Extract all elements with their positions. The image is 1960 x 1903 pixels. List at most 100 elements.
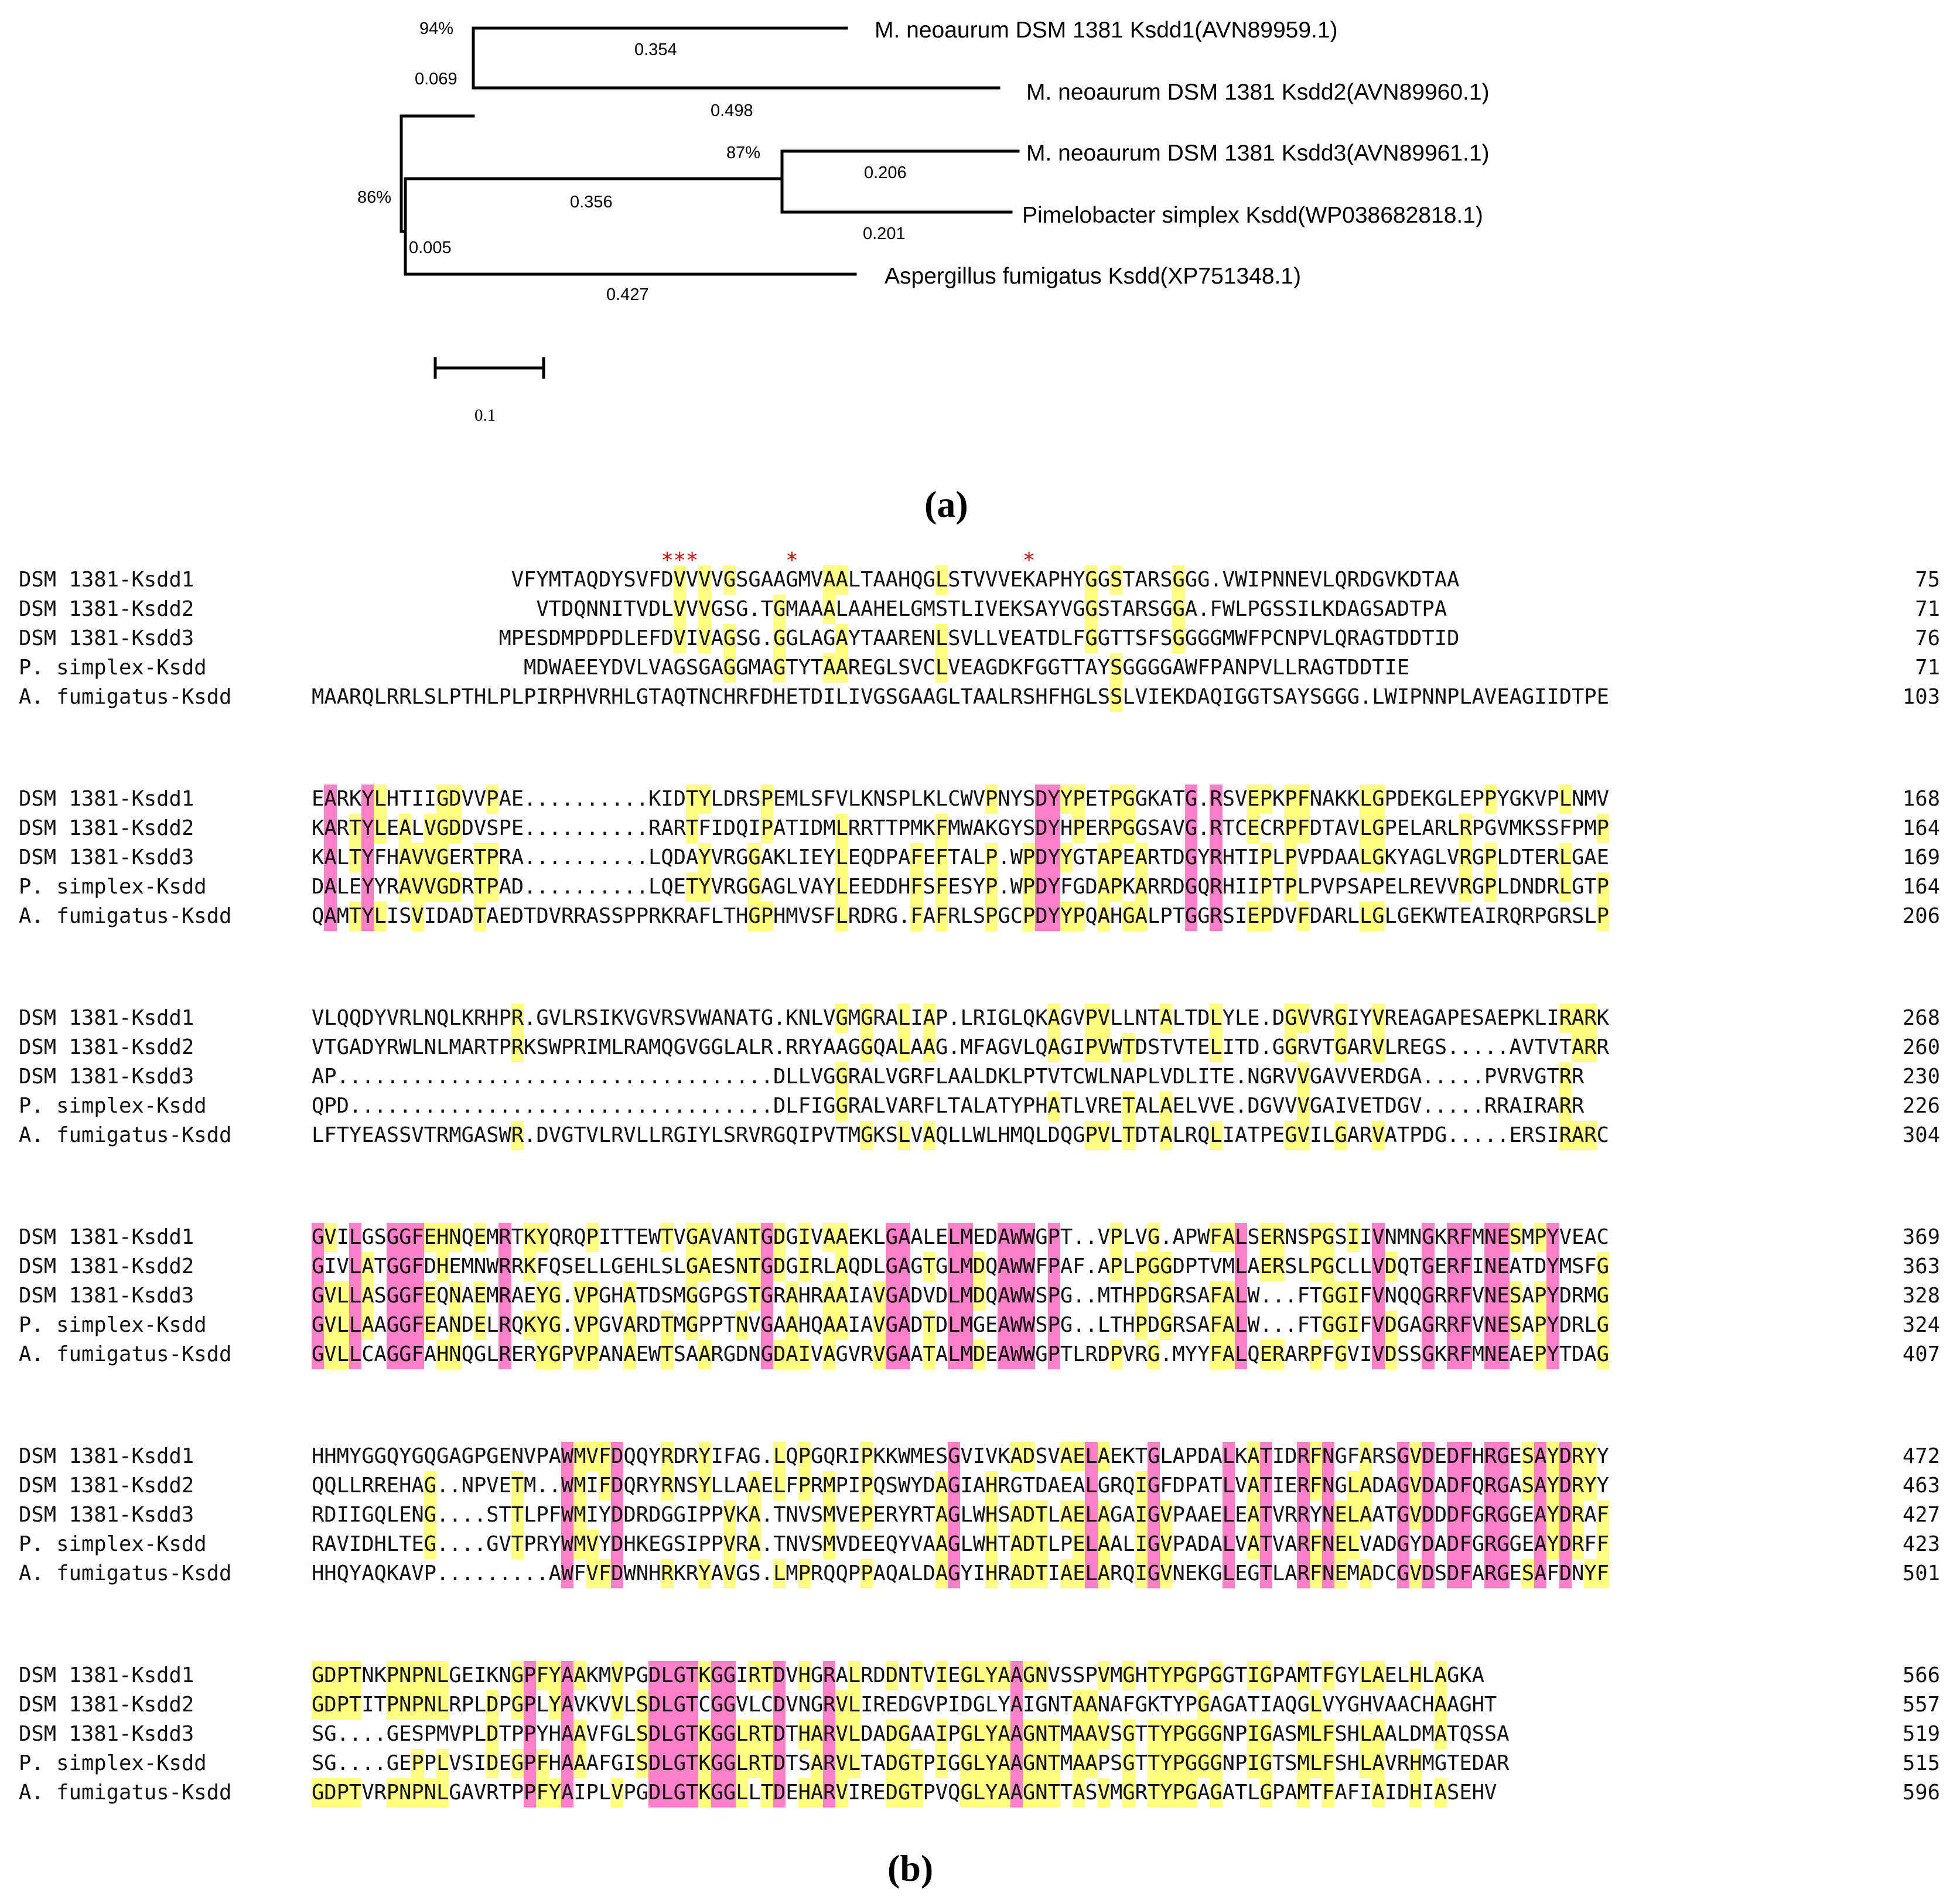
sequence-alignment: DSM 1381-Ksdd1 VFYMTAQDYSVFDVVVVGSGAAGMV… <box>19 565 1940 1880</box>
alignment-row: P. simplex-Ksdd MDWAEEYDVLVAGSGAGGMAGTYT… <box>19 653 1940 683</box>
alignment-row: A. fumigatus-Ksdd MAARQLRRLSLPTHLPLPIRPHV… <box>19 683 1940 712</box>
sequence-name: DSM 1381-Ksdd3 <box>19 1722 194 1746</box>
branch-length-pimelobacter: 0.201 <box>863 224 906 243</box>
alignment-row: P. simplex-Ksdd RAVIDHLTEG....GVTPRYWMVYD… <box>19 1530 1940 1559</box>
sequence-name: DSM 1381-Ksdd1 <box>19 1225 194 1249</box>
sequence-residues: HHMYGGQYGQGAGPGENVPAWMVFDQQYRDRYIFAG.LQP… <box>312 1442 1858 1471</box>
alignment-row: A. fumigatus-Ksdd GVLLCAGGFAHNQGLRERYGPVP… <box>19 1340 1940 1369</box>
alignment-row: A. fumigatus-Ksdd LFTYEASSVTRMGASWR.DVGTV… <box>19 1121 1940 1150</box>
alignment-row: DSM 1381-Ksdd1 HHMYGGQYGQGAGPGENVPAWMVFDQ… <box>19 1442 1940 1471</box>
sequence-residues: RAVIDHLTEG....GVTPRYWMVYDHKEGSIPPVRA.TNV… <box>312 1530 1858 1559</box>
sequence-residues: QQLLRREHAG..NPVETM..WMIFDQRYRNSYLLAAELFP… <box>312 1471 1858 1500</box>
alignment-block: DSM 1381-Ksdd1 EARKYLHTIIGDVVPAE.........… <box>19 785 1940 931</box>
sequence-end-position: 75 <box>1915 568 1940 592</box>
taxon-pimelobacter: Pimelobacter simplex Ksdd(WP038682818.1) <box>1022 203 1483 228</box>
sequence-end-position: 596 <box>1902 1781 1940 1805</box>
bootstrap-ksdd1-ksdd2: 94% <box>419 19 453 38</box>
alignment-row: DSM 1381-Ksdd2 VTDQNNITVDLVVVGSG.TGMAAAL… <box>19 595 1940 624</box>
bootstrap-lower-clade: 86% <box>357 188 391 207</box>
sequence-residues: QPD..................................DLF… <box>312 1092 1858 1121</box>
alignment-row: A. fumigatus-Ksdd QAMTYLISVIDADTAEDTDVRRA… <box>19 902 1940 931</box>
branch-length-clade-ksdd1-ksdd2: 0.069 <box>415 70 457 88</box>
sequence-residues: HHQYAQKAVP.........AWFVFDWNHRKRYAVGS.LMP… <box>312 1559 1858 1588</box>
sequence-residues: GIVLATGGFDHEMNWRRKFQSELLGEHLSLGAESNTGDGI… <box>312 1252 1858 1281</box>
sequence-end-position: 230 <box>1902 1065 1940 1089</box>
sequence-end-position: 76 <box>1915 626 1940 650</box>
alignment-row: DSM 1381-Ksdd2 GIVLATGGFDHEMNWRRKFQSELLGE… <box>19 1252 1940 1281</box>
sequence-name: DSM 1381-Ksdd3 <box>19 1065 194 1089</box>
sequence-end-position: 515 <box>1902 1751 1940 1775</box>
sequence-residues: MPESDMPDPDLEFDVIVAGSG.GGLAGAYTAARENLSVLL… <box>312 624 1858 653</box>
sequence-name: P. simplex-Ksdd <box>19 1313 207 1337</box>
sequence-end-position: 324 <box>1902 1313 1940 1337</box>
conserved-star: * <box>661 548 674 572</box>
sequence-name: A. fumigatus-Ksdd <box>19 904 232 928</box>
sequence-name: P. simplex-Ksdd <box>19 1751 207 1775</box>
sequence-residues: DALEYYRAVVGDRTPAD..........LQETYVRGGAGLV… <box>312 872 1858 902</box>
sequence-end-position: 164 <box>1902 816 1940 840</box>
sequence-name: A. fumigatus-Ksdd <box>19 1561 232 1585</box>
sequence-name: P. simplex-Ksdd <box>19 875 207 899</box>
conserved-star: * <box>1022 548 1036 572</box>
alignment-row: DSM 1381-Ksdd3 KALTYFHAVVGERTPRA.........… <box>19 843 1940 872</box>
sequence-name: A. fumigatus-Ksdd <box>19 685 232 709</box>
sequence-end-position: 557 <box>1902 1693 1940 1717</box>
sequence-name: DSM 1381-Ksdd2 <box>19 1035 194 1059</box>
branch-length-clade-ksdd3-pimelobacter: 0.356 <box>570 193 613 212</box>
panel-label-a: (a) <box>924 483 968 525</box>
sequence-end-position: 268 <box>1902 1006 1940 1030</box>
branch-length-aspergillus: 0.427 <box>606 285 649 304</box>
sequence-residues: GVLLASGGFEQNAEMRAEYG.VPGHATDSMGGPGSTGRAH… <box>312 1281 1858 1311</box>
alignment-row: A. fumigatus-Ksdd GDPTVRPNPNLGAVRTPPFYAIP… <box>19 1778 1940 1807</box>
sequence-residues: VLQQDYVRLNQLKRHPR.GVLRSIKVGVRSVWANATG.KN… <box>312 1004 1858 1033</box>
branch-length-ksdd2: 0.498 <box>711 101 753 120</box>
taxon-ksdd1: M. neoaurum DSM 1381 Ksdd1(AVN89959.1) <box>875 18 1338 43</box>
sequence-residues: VTGADYRWLNLMARTPRKSWPRIMLRAMQGVGGLALR.RR… <box>312 1033 1858 1062</box>
sequence-name: DSM 1381-Ksdd3 <box>19 845 194 869</box>
sequence-residues: GVLLCAGGFAHNQGLRERYGPVPANAEWTSAARGDNGDAI… <box>312 1340 1858 1369</box>
sequence-name: A. fumigatus-Ksdd <box>19 1123 232 1147</box>
sequence-residues: EARKYLHTIIGDVVPAE..........KIDTYLDRSPEML… <box>312 785 1858 814</box>
branch-length-lower-clade: 0.005 <box>409 238 452 257</box>
sequence-end-position: 169 <box>1902 845 1940 869</box>
sequence-name: DSM 1381-Ksdd1 <box>19 1006 194 1030</box>
sequence-residues: GVILGSGGFEHNQEMRTKYQRQPITTEWTVGAVANTGDGI… <box>312 1223 1858 1252</box>
sequence-name: DSM 1381-Ksdd2 <box>19 1474 194 1498</box>
sequence-name: P. simplex-Ksdd <box>19 1532 207 1556</box>
sequence-end-position: 519 <box>1902 1722 1940 1746</box>
taxon-ksdd3: M. neoaurum DSM 1381 Ksdd3(AVN89961.1) <box>1026 141 1490 166</box>
bootstrap-ksdd3-pimelobacter: 87% <box>726 144 760 162</box>
sequence-name: P. simplex-Ksdd <box>19 656 207 680</box>
alignment-row: P. simplex-Ksdd DALEYYRAVVGDRTPAD........… <box>19 872 1940 902</box>
alignment-row: P. simplex-Ksdd QPD......................… <box>19 1092 1940 1121</box>
sequence-name: DSM 1381-Ksdd1 <box>19 568 194 592</box>
alignment-row: DSM 1381-Ksdd2 VTGADYRWLNLMARTPRKSWPRIMLR… <box>19 1033 1940 1062</box>
sequence-residues: SG....GEPPLVSIDEGPFHAAAFGISDLGTKGGLRTDTS… <box>312 1749 1858 1778</box>
alignment-row: DSM 1381-Ksdd1 VLQQDYVRLNQLKRHPR.GVLRSIKV… <box>19 1004 1940 1033</box>
sequence-end-position: 427 <box>1902 1503 1940 1527</box>
branch-length-ksdd3: 0.206 <box>864 163 907 182</box>
sequence-name: A. fumigatus-Ksdd <box>19 1781 232 1805</box>
scale-bar-label: 0.1 <box>474 406 496 425</box>
sequence-residues: KALTYFHAVVGERTPRA..........LQDAYVRGGAKLI… <box>312 843 1858 872</box>
sequence-residues: GDPTNKPNPNLGEIKNGPFYAAKMVPGDLGTKGGIRTDVH… <box>312 1661 1858 1690</box>
alignment-block: DSM 1381-Ksdd1 GDPTNKPNPNLGEIKNGPFYAAKMVP… <box>19 1661 1940 1807</box>
sequence-name: DSM 1381-Ksdd3 <box>19 626 194 650</box>
alignment-row: DSM 1381-Ksdd3 GVLLASGGFEQNAEMRAEYG.VPGHA… <box>19 1281 1940 1311</box>
sequence-end-position: 328 <box>1902 1284 1940 1308</box>
alignment-row: DSM 1381-Ksdd3 AP........................… <box>19 1062 1940 1092</box>
sequence-end-position: 206 <box>1902 904 1940 928</box>
sequence-end-position: 423 <box>1902 1532 1940 1556</box>
sequence-residues: SG....GESPMVPLDTPPYHAAVFGLSDLGTKGGLRTDTH… <box>312 1720 1858 1749</box>
sequence-residues: GVLLAAGGFEANDELRQKYG.VPGVARDTMGPPTNVGAAH… <box>312 1311 1858 1340</box>
sequence-residues: LFTYEASSVTRMGASWR.DVGTVLRVLLRGIYLSRVRGQI… <box>312 1121 1858 1150</box>
sequence-end-position: 501 <box>1902 1561 1940 1585</box>
sequence-residues: MDWAEEYDVLVAGSGAGGMAGTYTAAREGLSVCLVEAGDK… <box>312 653 1858 683</box>
alignment-row: P. simplex-Ksdd GVLLAAGGFEANDELRQKYG.VPGV… <box>19 1311 1940 1340</box>
sequence-name: DSM 1381-Ksdd2 <box>19 1254 194 1278</box>
sequence-name: DSM 1381-Ksdd2 <box>19 597 194 621</box>
sequence-end-position: 164 <box>1902 875 1940 899</box>
sequence-end-position: 226 <box>1902 1094 1940 1118</box>
sequence-end-position: 463 <box>1902 1474 1940 1498</box>
sequence-name: DSM 1381-Ksdd2 <box>19 816 194 840</box>
